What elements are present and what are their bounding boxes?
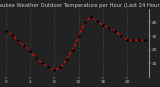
Title: Milwaukee Weather Outdoor Temperature per Hour (Last 24 Hours): Milwaukee Weather Outdoor Temperature pe… — [0, 3, 160, 8]
